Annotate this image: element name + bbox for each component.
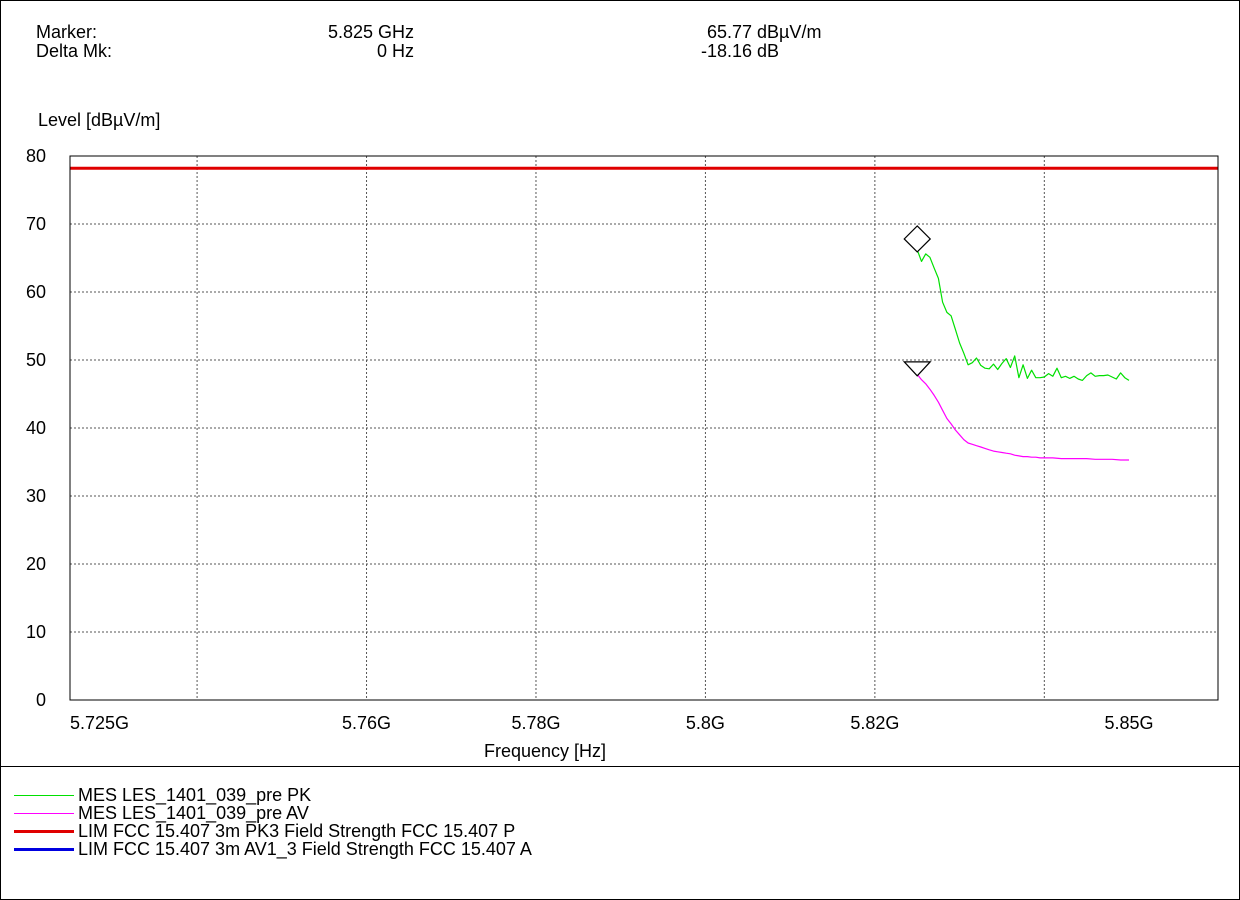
y-tick-label: 30 (26, 486, 46, 506)
y-tick-label: 80 (26, 146, 46, 166)
legend-divider (0, 766, 1240, 767)
y-axis-label: Level [dBµV/m] (38, 110, 160, 130)
x-tick-label: 5.82G (850, 713, 899, 733)
delta-level: -18.16 dB (701, 41, 780, 61)
legend-label: MES LES_1401_039_pre AV (78, 803, 309, 823)
x-tick-label: 5.78G (511, 713, 560, 733)
marker-diamond (903, 225, 932, 253)
x-tick-label: 5.725G (70, 713, 129, 733)
y-tick-label: 50 (26, 350, 46, 370)
legend-label: LIM FCC 15.407 3m PK3 Field Strength FCC… (78, 821, 516, 841)
delta-marker-label: Delta Mk: (36, 41, 113, 61)
legend-swatch (14, 813, 74, 814)
y-tick-label: 0 (36, 690, 46, 710)
y-tick-label: 10 (26, 622, 46, 642)
legend-swatch (14, 795, 74, 796)
marker-label: Marker: (36, 22, 98, 42)
series-line-0 (916, 249, 1130, 381)
level-vs-frequency-chart: Level [dBµV/m] Frequency [Hz] 0 10 20 30 40 5… (26, 110, 1219, 761)
plot-area-border (69, 155, 1219, 701)
markers (902, 225, 932, 377)
x-tick-label: 5.85G (1105, 713, 1154, 733)
delta-frequency: 0 Hz (376, 41, 414, 61)
marker-level: 65.77 dBµV/m (707, 22, 822, 42)
x-tick-label: 5.76G (342, 713, 391, 733)
y-tick-labels: 0 10 20 30 40 50 60 70 80 (26, 146, 46, 710)
x-tick-labels: 5.725G 5.76G 5.78G 5.8G 5.82G 5.85G (70, 713, 1154, 733)
grid (70, 156, 1218, 700)
legend-swatch (14, 830, 74, 833)
y-tick-label: 20 (26, 554, 46, 574)
legend-label: LIM FCC 15.407 3m AV1_3 Field Strength F… (78, 839, 532, 859)
series (70, 166, 1218, 461)
legend-swatch (14, 848, 74, 851)
series-line-1 (916, 373, 1129, 461)
legend-label: MES LES_1401_039_pre PK (78, 785, 312, 805)
y-tick-label: 60 (26, 282, 46, 302)
y-tick-label: 70 (26, 214, 46, 234)
y-tick-label: 40 (26, 418, 46, 438)
x-axis-label: Frequency [Hz] (484, 741, 606, 761)
x-tick-label: 5.8G (686, 713, 725, 733)
marker-triangle (902, 361, 932, 377)
marker-frequency: 5.825 GHz (327, 22, 414, 42)
